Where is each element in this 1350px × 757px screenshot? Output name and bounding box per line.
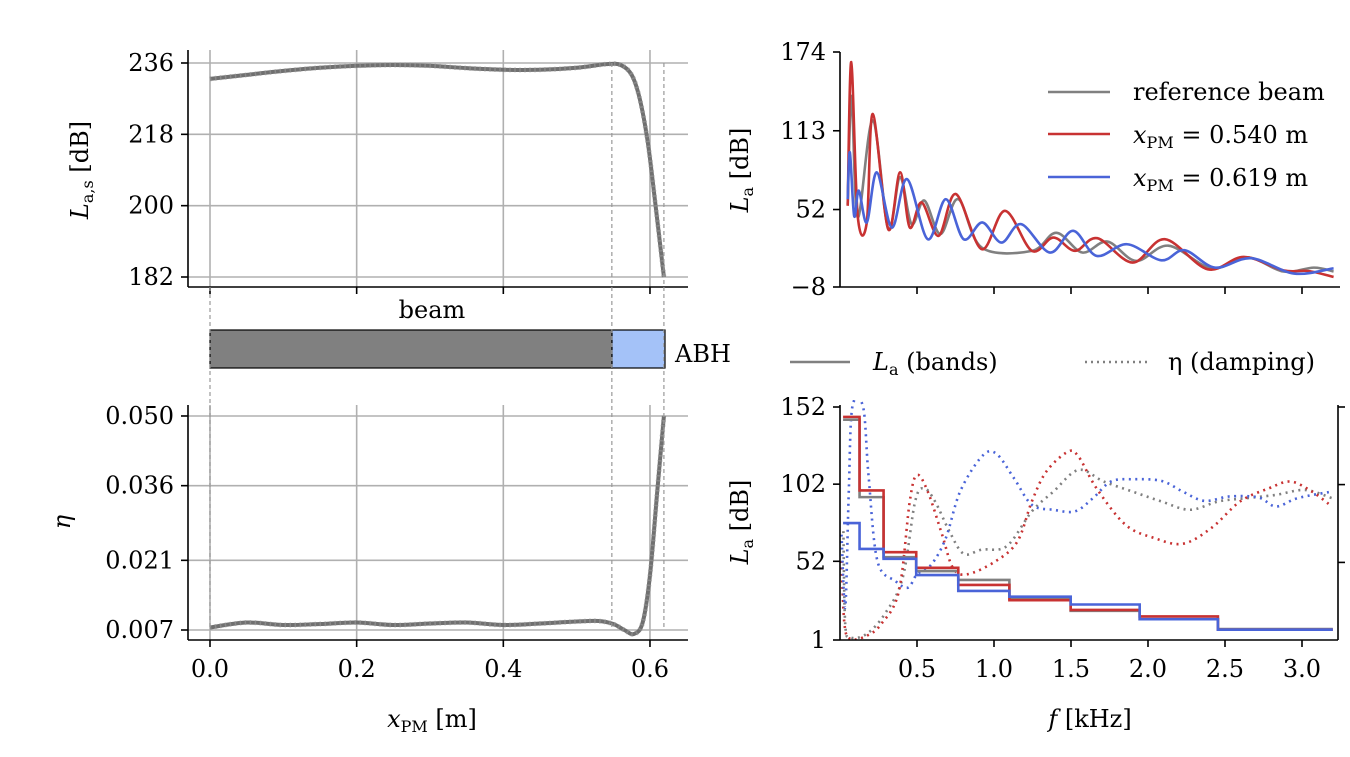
legend-label-damping: η (damping) [1168,348,1315,376]
top-right-legend: reference beam xPM = 0.540 m xPM = 0.619… [1048,78,1325,195]
y-tick-label: 174 [780,38,826,66]
band-step-line-1 [843,415,1333,631]
beam-diagram: beam ABH [209,296,731,369]
las-curve [209,61,666,278]
x-tick-label: 1.0 [975,655,1013,683]
legend-label-0540: xPM = 0.540 m [1133,121,1308,152]
y-tick-label: 1 [811,626,826,654]
las-curve-markers [209,61,667,278]
damping-line-0 [842,468,1333,640]
y-tick-label: 200 [128,192,174,220]
abh-rect [611,329,666,369]
legend-label-0619: xPM = 0.619 m [1133,164,1308,195]
y-tick-label: 52 [795,196,826,224]
abh-label: ABH [674,340,731,368]
x-tick-label: 0.5 [898,655,936,683]
top-right-plot-area [846,60,1334,279]
bottom-right-xlabel: f [kHz] [1046,705,1131,733]
x-tick-label: 3.0 [1283,655,1321,683]
x-tick-label: 0.2 [338,655,376,683]
top-right-panel: 174 113 52 −8 [780,38,1340,301]
y-tick-label: 113 [780,117,826,145]
bottom-right-legend: La (bands) η (damping) [790,348,1315,379]
eta-curve-markers [209,415,667,637]
y-tick-label: 0.007 [105,616,174,644]
y-tick-label: 52 [795,547,826,575]
y-tick-label: 102 [780,470,826,498]
x-tick-label: 0.0 [191,655,229,683]
bottom-right-plot-area [840,400,1333,640]
y-tick-label: 236 [128,49,174,77]
y-tick-label: 182 [128,263,174,291]
bottom-left-xlabel: xPM [m] [387,705,477,736]
legend-label-bands: La (bands) [872,348,998,379]
beam-label: beam [399,296,466,324]
y-tick-label: −8 [791,273,826,301]
y-tick-label: 0.036 [105,472,174,500]
top-right-ylabel: La [dB] [726,128,757,214]
y-tick-label: 218 [128,120,174,148]
eta-curve [209,415,666,637]
x-tick-label: 1.5 [1052,655,1090,683]
spectrum-line-2 [846,151,1334,276]
top-left-panel: 236 218 200 182 [128,49,688,294]
beam-rect [209,329,613,369]
band-step-line-2 [843,521,1333,631]
x-tick-label: 0.4 [484,655,522,683]
damping-line-2 [840,400,1333,609]
x-tick-label: 2.5 [1206,655,1244,683]
y-tick-label: 152 [780,393,826,421]
bottom-right-ylabel: La [dB] [726,480,757,566]
bottom-right-panel: 152 102 52 1 0.5 1.0 1.5 2.0 2.5 3.0 [780,393,1345,683]
y-tick-label: 0.021 [105,546,174,574]
x-tick-label: 2.0 [1129,655,1167,683]
y-tick-label: 0.050 [105,402,174,430]
x-tick-label: 0.6 [631,655,669,683]
legend-label-reference: reference beam [1133,78,1325,106]
band-step-line-0 [843,418,1333,631]
bottom-left-ylabel: η [48,514,76,529]
top-left-ylabel: La,s [dB] [66,121,97,220]
bottom-left-panel: 0.0 0.2 0.4 0.6 0.050 0.036 0.021 0.007 [105,402,688,683]
